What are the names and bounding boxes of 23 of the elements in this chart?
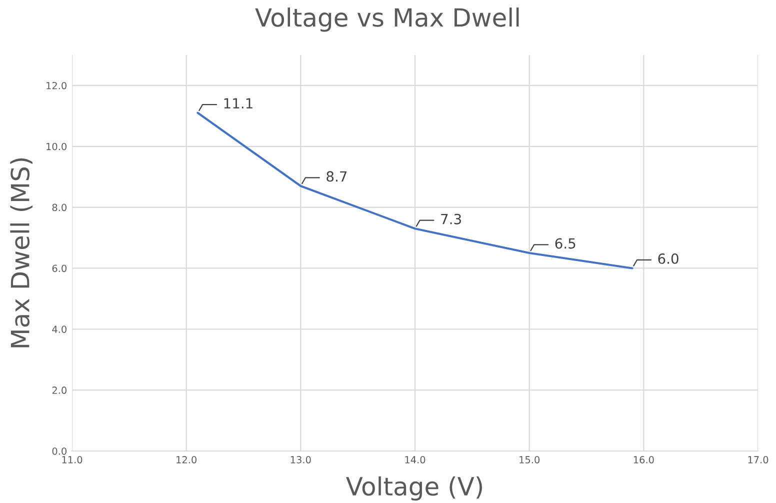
- y-tick-label: 4.0: [52, 326, 66, 333]
- y-tick-label: 0.0: [52, 447, 66, 455]
- line-series: [196, 112, 634, 270]
- data-label: 7.3: [441, 214, 461, 224]
- y-tick-label: 6.0: [52, 264, 66, 272]
- x-tick-label: 13.0: [290, 456, 311, 464]
- data-label: 6.5: [555, 238, 576, 249]
- x-tick-label: 14.0: [405, 456, 426, 464]
- y-axis-title: Max Dwell (MS): [10, 158, 32, 348]
- y-tick-label: 8.0: [52, 204, 66, 212]
- data-label: 11.1: [224, 98, 252, 108]
- x-tick-label: 12.0: [176, 456, 197, 464]
- x-tick-label: 15.0: [520, 456, 540, 464]
- y-tick-label: 12.0: [46, 82, 66, 90]
- x-axis-title: Voltage (V): [346, 476, 482, 501]
- chart-title: Voltage vs Max Dwell: [255, 8, 519, 32]
- y-tick-label: 10.0: [46, 142, 66, 150]
- x-tick-label: 11.0: [62, 456, 82, 464]
- y-tick-label: 2.0: [52, 386, 66, 394]
- data-label: 8.7: [326, 171, 347, 182]
- x-tick-label: 16.0: [634, 456, 654, 464]
- data-label: 6.0: [658, 253, 678, 264]
- x-tick-label: 17.0: [748, 456, 768, 464]
